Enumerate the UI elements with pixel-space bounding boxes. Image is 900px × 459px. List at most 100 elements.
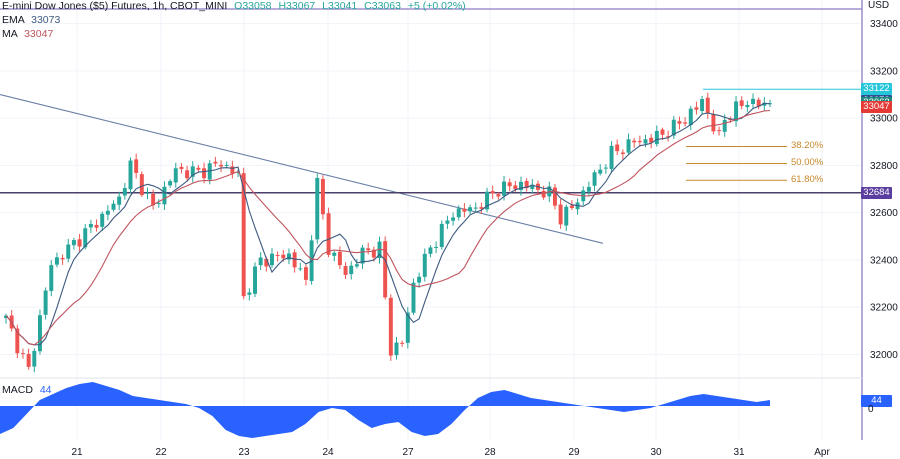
candle-body xyxy=(683,122,688,124)
ma-value: 33047 xyxy=(24,28,54,40)
candle-body xyxy=(654,130,659,145)
candle-body xyxy=(43,290,48,315)
candle-body xyxy=(4,315,8,318)
candle-body xyxy=(219,164,224,167)
candle-body xyxy=(762,102,767,106)
time-tick-label: 23 xyxy=(238,447,250,458)
candle-body xyxy=(569,205,574,208)
candle-body xyxy=(711,114,716,132)
candles xyxy=(4,92,772,373)
grid xyxy=(0,0,862,440)
time-tick-label: 29 xyxy=(568,447,580,458)
candle-body xyxy=(105,210,110,215)
candle-body xyxy=(603,167,608,169)
price-axis[interactable]: 33400 33200 33000 32800 32600 32400 32200 32000 xyxy=(870,19,898,361)
macd-histogram xyxy=(0,382,770,438)
candle-body xyxy=(768,103,772,105)
candle-body xyxy=(241,173,246,297)
candle-body xyxy=(315,177,320,240)
moving-average-lines xyxy=(5,102,771,346)
descending-trendline xyxy=(0,93,604,244)
change-value: +5 (+0.02%) xyxy=(407,0,466,12)
candle-body xyxy=(445,220,450,224)
ema-legend[interactable]: EMA 33073 xyxy=(2,14,60,26)
candle-body xyxy=(286,253,291,260)
candle-body xyxy=(326,213,331,255)
candle-body xyxy=(451,217,456,221)
candle-body xyxy=(598,169,603,174)
candle-body xyxy=(88,224,93,228)
low-value: 33041 xyxy=(328,0,358,12)
candle-body xyxy=(270,253,274,266)
candle-body xyxy=(168,181,173,186)
candle-body xyxy=(173,168,178,183)
candle-body xyxy=(349,265,354,275)
candle-body xyxy=(552,187,557,206)
candle-body xyxy=(83,228,88,248)
candle-body xyxy=(320,179,325,215)
candle-body xyxy=(620,152,625,155)
candle-body xyxy=(77,239,82,247)
candle-body xyxy=(751,98,756,105)
ema-label: EMA xyxy=(2,14,25,26)
candle-body xyxy=(564,206,569,226)
candle-body xyxy=(666,136,671,138)
macd-legend[interactable]: MACD 44 xyxy=(2,384,52,396)
candle-body xyxy=(337,251,342,266)
candle-body xyxy=(400,342,405,344)
candle-body xyxy=(354,264,359,267)
currency-label[interactable]: USD xyxy=(868,0,890,11)
candle-body xyxy=(71,240,76,246)
candle-body xyxy=(281,254,286,259)
candle-body xyxy=(26,353,31,367)
time-tick-label: 24 xyxy=(322,447,334,458)
candle-body xyxy=(298,268,303,270)
price-label-resistance: 33122 xyxy=(861,83,892,96)
candle-body xyxy=(196,167,201,170)
candle-body xyxy=(479,207,484,209)
ema-line xyxy=(5,102,771,346)
candle-body xyxy=(128,160,133,190)
candle-body xyxy=(734,101,739,122)
symbol-header[interactable]: E-mini Dow Jones ($5) Futures, 1h, CBOT_… xyxy=(2,0,466,12)
candle-body xyxy=(258,257,263,266)
time-tick-label: 22 xyxy=(155,447,167,458)
candle-body xyxy=(422,253,427,277)
candle-body xyxy=(756,99,761,107)
candle-body xyxy=(162,186,167,205)
candle-body xyxy=(207,163,212,180)
high-value: 33067 xyxy=(286,0,316,12)
candle-body xyxy=(156,203,161,205)
candle-body xyxy=(586,187,591,192)
candle-body xyxy=(94,224,99,228)
candle-body xyxy=(20,353,25,355)
candle-body xyxy=(66,244,71,259)
ma-legend[interactable]: MA 33047 xyxy=(2,28,53,40)
candle-body xyxy=(671,119,676,136)
candle-body xyxy=(649,137,654,143)
candle-body xyxy=(405,312,410,343)
candle-body xyxy=(688,108,693,126)
candle-body xyxy=(122,188,127,196)
candle-body xyxy=(100,213,105,227)
candle-body xyxy=(700,99,705,112)
candle-body xyxy=(343,266,348,275)
candle-body xyxy=(592,172,597,186)
candle-body xyxy=(524,180,529,189)
price-tick-label: 32400 xyxy=(870,255,898,266)
candle-body xyxy=(513,185,518,190)
candle-body xyxy=(694,107,699,110)
time-axis[interactable]: 21 22 23 24 27 28 29 30 31 Apr xyxy=(71,447,830,458)
candle-body xyxy=(637,140,642,143)
candle-body xyxy=(32,350,37,367)
fib-label-50: 50.00% xyxy=(791,157,824,169)
price-tick-label: 32600 xyxy=(870,208,898,219)
candle-body xyxy=(360,247,365,264)
candle-body xyxy=(394,342,399,356)
candle-body xyxy=(519,181,523,191)
time-tick-label: 28 xyxy=(484,447,496,458)
price-label-support: 32684 xyxy=(861,186,892,199)
candle-body xyxy=(292,252,297,268)
ema-value: 33073 xyxy=(31,14,61,26)
